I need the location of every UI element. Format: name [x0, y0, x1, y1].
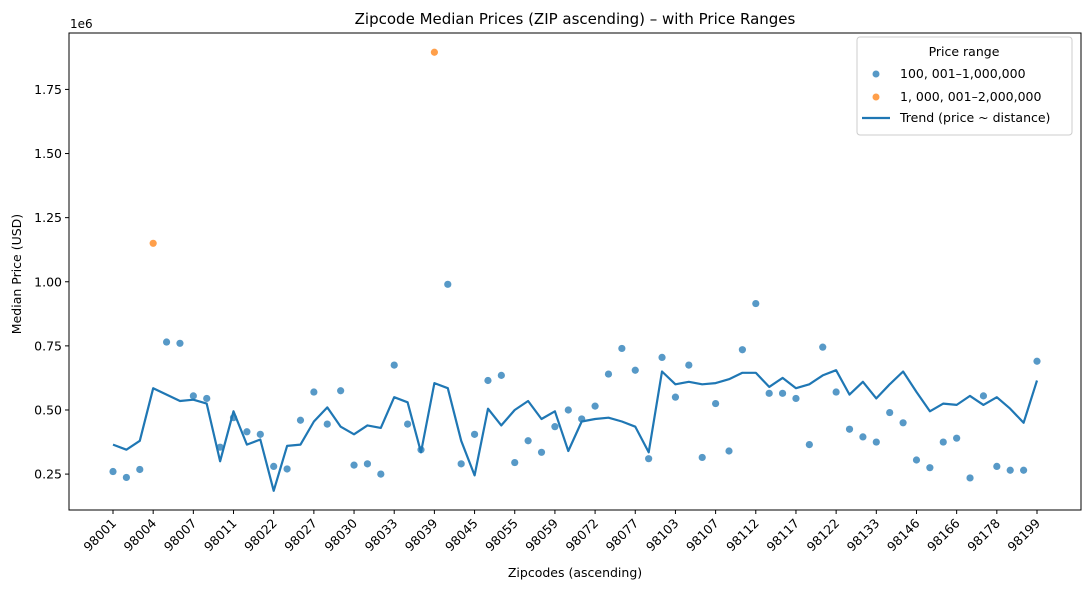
scatter-point-series-1 [390, 361, 398, 369]
scatter-point-series-1 [712, 399, 720, 408]
scatter-point-series-1 [645, 455, 653, 463]
legend-marker-series-1 [872, 70, 880, 78]
scatter-point-series-1 [256, 430, 264, 438]
legend-title: Price range [929, 44, 1000, 59]
scatter-point-series-1 [537, 448, 546, 456]
scatter-point-series-1 [765, 389, 773, 397]
scatter-point-series-1 [912, 456, 921, 464]
scatter-point-series-1 [296, 416, 305, 424]
y-tick-label: 0.50 [34, 402, 62, 417]
legend-label-series-2: 1, 000, 001–2,000,000 [900, 89, 1041, 104]
scatter-point-series-1 [524, 437, 532, 445]
scatter-point-series-1 [805, 441, 813, 449]
scatter-point-series-1 [363, 460, 372, 468]
scatter-point-series-1 [377, 470, 385, 478]
chart-title: Zipcode Median Prices (ZIP ascending) – … [355, 10, 796, 28]
scatter-point-series-1 [404, 420, 412, 428]
scatter-point-series-1 [551, 423, 559, 431]
y-tick-label: 1.75 [34, 82, 62, 97]
scatter-point-series-1 [752, 299, 760, 308]
axes-frame [68, 32, 1082, 511]
scatter-point-series-1 [886, 408, 894, 417]
scatter-point-series-1 [698, 453, 706, 462]
scatter-point-series-1 [243, 428, 251, 436]
legend-marker-series-2 [872, 93, 880, 101]
scatter-point-series-1 [122, 473, 130, 482]
scatter-point-series-1 [564, 406, 572, 414]
scatter-point-series-1 [350, 461, 358, 469]
scatter-point-series-1 [283, 465, 291, 473]
scatter-point-series-1 [1020, 466, 1028, 474]
legend-label-series-1: 100, 001–1,000,000 [900, 66, 1026, 81]
scatter-point-series-1 [1006, 466, 1014, 474]
scatter-point-series-1 [953, 434, 961, 442]
scatter-point-series-1 [738, 346, 746, 354]
scatter-point-series-1 [497, 371, 505, 379]
scatter-point-series-1 [966, 474, 974, 482]
scatter-point-series-1 [859, 433, 867, 441]
scatter-point-series-1 [203, 394, 211, 403]
scatter-point-series-1 [631, 366, 639, 374]
scatter-point-series-1 [778, 389, 787, 397]
scatter-point-series-1 [323, 420, 331, 428]
scatter-point-series-1 [136, 465, 144, 474]
scatter-point-series-1 [511, 458, 519, 467]
y-tick-label: 0.25 [34, 467, 62, 482]
scatter-point-series-1 [832, 388, 840, 396]
y-axis-label: Median Price (USD) [9, 214, 24, 334]
scatter-point-series-1 [470, 430, 479, 438]
scatter-point-series-1 [162, 338, 171, 346]
scatter-point-series-1 [310, 388, 318, 396]
scatter-point-series-1 [457, 460, 465, 468]
legend-label-trend: Trend (price ~ distance) [899, 110, 1050, 125]
scatter-point-series-1 [939, 438, 947, 446]
scatter-point-series-1 [176, 339, 184, 347]
scatter-point-series-1 [604, 370, 613, 378]
trend-line [112, 369, 1039, 492]
y-tick-label: 1.00 [34, 274, 62, 289]
scatter-point-series-1 [189, 392, 197, 400]
scatter-point-series-1 [819, 343, 827, 351]
scatter-point-series-1 [671, 393, 680, 401]
scatter-point-series-1 [926, 464, 934, 472]
x-axis-label: Zipcodes (ascending) [508, 565, 642, 580]
scatter-point-series-1 [725, 447, 733, 455]
scatter-point-series-1 [685, 361, 693, 369]
y-tick-label: 0.75 [34, 338, 62, 353]
scatter-point-series-1 [591, 402, 599, 410]
scatter-point-series-1 [270, 462, 278, 471]
y-offset-label: 1e6 [70, 17, 93, 31]
scatter-point-series-1 [872, 438, 880, 446]
scatter-point-series-1 [979, 392, 988, 400]
scatter-point-series-1 [792, 394, 800, 403]
scatter-point-series-1 [899, 419, 907, 427]
legend-box [856, 36, 1073, 136]
scatter-point-series-1 [618, 344, 626, 353]
scatter-point-series-1 [845, 425, 854, 433]
scatter-point-series-1 [1033, 357, 1041, 365]
scatter-point-series-1 [658, 353, 666, 362]
y-tick-label: 1.50 [34, 146, 62, 161]
scatter-point-series-1 [337, 387, 345, 395]
scatter-point-series-1 [993, 462, 1001, 471]
scatter-point-series-2 [149, 239, 157, 247]
scatter-point-series-1 [444, 280, 452, 288]
y-tick-label: 1.25 [34, 210, 62, 225]
scatter-point-series-2 [430, 48, 438, 56]
scatter-point-series-1 [109, 467, 117, 476]
scatter-point-series-1 [484, 376, 492, 385]
legend: Price range 100, 001–1,000,000 1, 000, 0… [856, 36, 1073, 136]
